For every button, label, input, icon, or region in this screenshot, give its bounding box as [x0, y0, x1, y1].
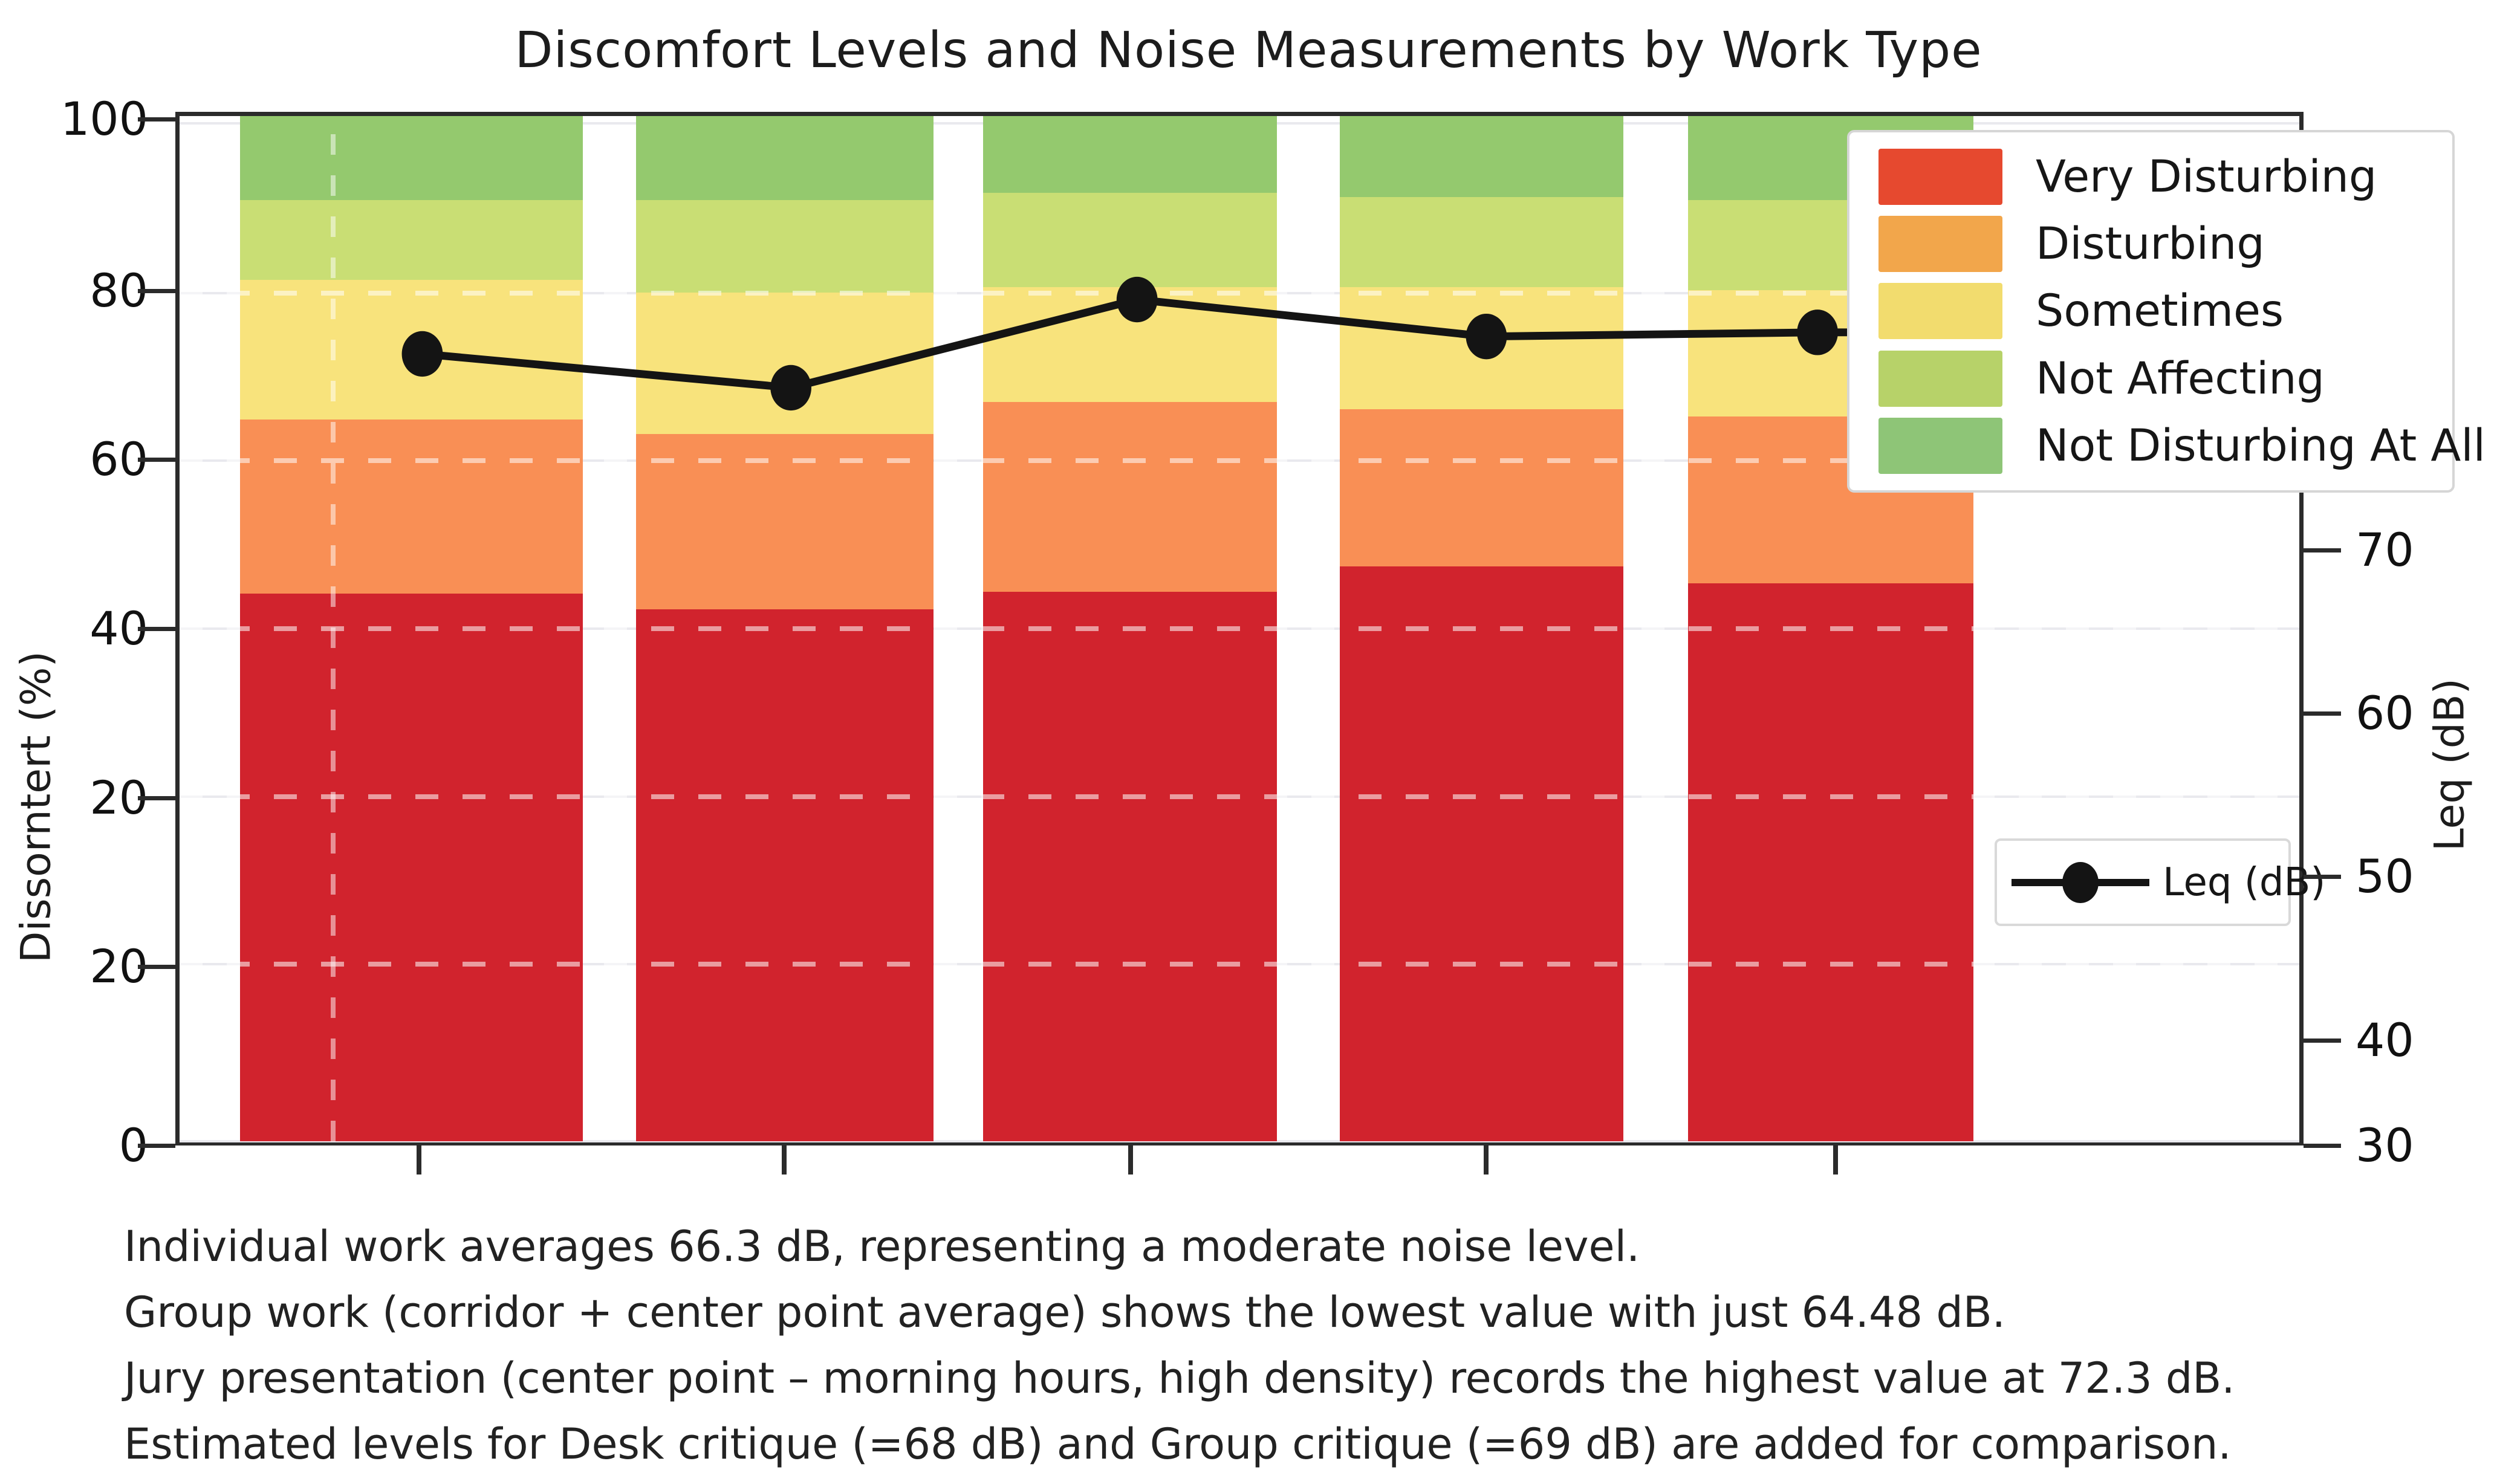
bar-segment-very-disturbing: [635, 609, 934, 1141]
left-tick-label: 20: [89, 939, 148, 994]
bar-segment-disturbing: [1340, 409, 1624, 566]
legend-row: Not Affecting: [1849, 350, 2452, 407]
leq-line-marker-icon: [2012, 861, 2149, 903]
bar-segment-very-disturbing: [239, 594, 583, 1141]
legend-row: Disturbing: [1849, 216, 2452, 273]
bar-segment-not-disturbing-at-all: [635, 116, 934, 201]
caption-line: Group work (corridor + center point aver…: [124, 1288, 2006, 1337]
bar-segment-not-disturbing-at-all: [982, 116, 1277, 193]
disturbing-swatch: [1878, 216, 2002, 273]
x-tick-mark: [1128, 1145, 1134, 1175]
bar-segment-disturbing: [982, 402, 1277, 592]
caption: Individual work averages 66.3 dB, repres…: [124, 1214, 2235, 1477]
legend-row: Very Disturbing: [1849, 149, 2452, 206]
x-tick-mark: [781, 1145, 787, 1175]
right-tick-label: 40: [2356, 1013, 2414, 1067]
sometimes-swatch: [1878, 283, 2002, 340]
legend-label: Not Affecting: [2036, 352, 2325, 404]
x-tick-mark: [1833, 1145, 1838, 1175]
leq-marker: [770, 365, 811, 411]
leq-marker: [401, 331, 443, 377]
grid-line: [180, 1140, 2299, 1142]
left-tick-mark: [138, 627, 175, 631]
bar-segment-not-disturbing-at-all: [1340, 116, 1624, 197]
right-tick-mark: [2304, 711, 2341, 716]
right-tick-label: 50: [2356, 849, 2414, 904]
left-tick-label: 20: [89, 771, 148, 825]
bar-segment-very-disturbing: [982, 591, 1277, 1141]
right-tick-label: 70: [2356, 523, 2414, 577]
left-tick-mark: [138, 1144, 175, 1148]
left-tick-label: 100: [60, 91, 148, 146]
dashed-grid-line: [180, 794, 2299, 800]
left-tick-label: 40: [89, 601, 148, 655]
dashed-grid-line: [180, 961, 2299, 967]
leq-marker: [1797, 309, 1838, 355]
leq-marker: [1116, 276, 1158, 323]
legend-row: Not Disturbing At All: [1849, 417, 2486, 474]
stacked-bar: [1340, 116, 1624, 1141]
bar-segment-disturbing: [635, 433, 934, 609]
caption-line: Estimated levels for Desk critique (=68 …: [124, 1419, 2232, 1469]
legend-label: Very Disturbing: [2036, 151, 2377, 203]
bar-segment-not-affecting: [1340, 196, 1624, 288]
caption-line: Individual work averages 66.3 dB, repres…: [124, 1222, 1640, 1271]
chart-title: Discomfort Levels and Noise Measurements…: [515, 22, 1982, 79]
bar-segment-not-affecting: [635, 200, 934, 293]
line-legend: Leq (dB): [1995, 838, 2325, 926]
left-tick-mark: [138, 457, 175, 462]
bar-segment-not-affecting: [239, 200, 583, 280]
legend-label: Disturbing: [2036, 218, 2265, 270]
bar-segment-not-disturbing-at-all: [239, 116, 583, 201]
dashed-vertical-line: [330, 116, 336, 1141]
left-tick-label: 0: [119, 1118, 148, 1172]
right-tick-mark: [2304, 875, 2341, 880]
line-legend-label: Leq (dB): [2163, 860, 2326, 905]
right-tick-mark: [2304, 548, 2341, 553]
legend-row: Sometimes: [1849, 283, 2452, 340]
legend-label: Sometimes: [2036, 285, 2284, 337]
stacked-bar: [239, 116, 583, 1141]
left-tick-mark: [138, 796, 175, 801]
leq-line: [401, 276, 1973, 411]
x-tick-mark: [1484, 1145, 1489, 1175]
left-tick-label: 60: [89, 432, 148, 486]
very-disturbing-swatch: [1878, 149, 2002, 206]
dashed-grid-line: [180, 626, 2299, 631]
bar-segment-disturbing: [239, 419, 583, 594]
left-tick-mark: [138, 965, 175, 970]
bar-segment-very-disturbing: [1340, 566, 1624, 1141]
x-tick-mark: [417, 1145, 422, 1175]
dashed-grid-line: [180, 458, 2299, 463]
leq-marker: [1466, 313, 1507, 360]
bar-segment-very-disturbing: [1687, 583, 1974, 1141]
right-tick-label: 60: [2356, 686, 2414, 740]
legend-label: Not Disturbing At All: [2036, 420, 2486, 471]
dashed-grid-line: [180, 291, 2299, 296]
right-tick-label: 30: [2356, 1118, 2414, 1172]
caption-line: Jury presentation (center point – mornin…: [124, 1353, 2235, 1403]
not-disturbing-at-all-swatch: [1878, 417, 2002, 474]
right-tick-mark: [2304, 1144, 2341, 1148]
right-tick-mark: [2304, 1038, 2341, 1043]
left-tick-label: 80: [89, 263, 148, 317]
legend: Very Disturbing Disturbing Sometimes Not…: [1847, 130, 2486, 493]
bar-segment-not-affecting: [982, 193, 1277, 288]
not-affecting-swatch: [1878, 350, 2002, 407]
left-tick-mark: [138, 288, 175, 293]
left-tick-mark: [138, 117, 175, 122]
